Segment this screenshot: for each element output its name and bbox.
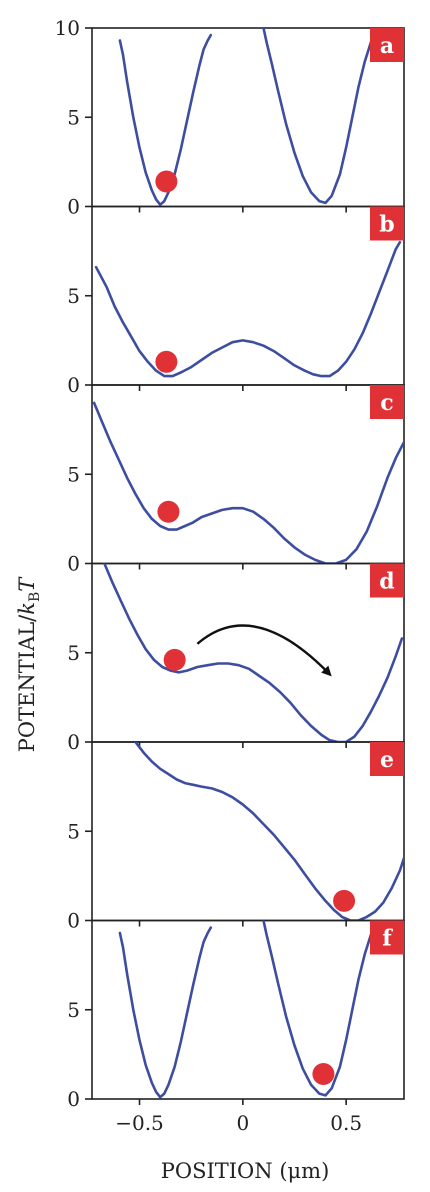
panel-c: 5 0 c — [67, 384, 405, 576]
panel-label-badge — [370, 385, 404, 419]
x-tick-label: 0.5 — [330, 1111, 362, 1135]
panel-frame — [91, 27, 405, 208]
panel-label-badge — [370, 206, 404, 241]
y-tick-label: 5 — [67, 462, 80, 486]
panel-label-badge — [370, 28, 404, 62]
potential-curve — [262, 920, 378, 1097]
y-tick-label: 5 — [67, 284, 80, 308]
panel-label-badge — [370, 563, 404, 598]
particle-dot — [155, 170, 178, 193]
y-tick-label: 0 — [67, 730, 80, 754]
potential-curve — [262, 28, 378, 205]
particle-dot — [333, 889, 356, 912]
panel-label: b — [379, 212, 394, 238]
y-tick-label: 0 — [67, 909, 80, 933]
y-tick-label: 5 — [67, 819, 80, 843]
panel-label: e — [380, 747, 394, 773]
panel-frame — [91, 919, 405, 1100]
panel-label-badge — [370, 920, 404, 955]
y-tick-label: 10 — [55, 16, 80, 40]
panel-f: 5 0 f — [67, 919, 405, 1111]
y-tick-label: 0 — [67, 552, 80, 576]
potential-curve — [118, 926, 213, 1099]
panel-label: a — [380, 33, 394, 59]
x-axis-title: POSITION (μm) — [161, 1159, 330, 1183]
y-tick-label: 5 — [67, 105, 80, 129]
panel-label-badge — [370, 742, 404, 776]
x-tick-label: 0 — [236, 1111, 249, 1135]
particle-dot — [157, 500, 180, 523]
potential-curve — [134, 742, 404, 921]
panel-frame — [91, 205, 405, 386]
panel-frame — [91, 384, 405, 565]
panel-a: 10 5 0 a — [55, 16, 405, 219]
potential-curve — [94, 240, 402, 378]
panel-label: c — [380, 390, 393, 416]
y-tick-label: 0 — [67, 1087, 80, 1111]
panel-label: f — [382, 926, 393, 952]
potential-curve — [118, 33, 213, 206]
panel-b: 5 0 b — [67, 205, 405, 397]
y-tick-label: 5 — [67, 998, 80, 1022]
particle-dot — [312, 1063, 335, 1086]
potential-curve — [92, 401, 404, 564]
y-tick-label: 0 — [67, 195, 80, 219]
panel-frame — [91, 741, 405, 922]
panel-frame — [91, 562, 405, 743]
y-axis-title: POTENTIAL/kBT — [15, 576, 43, 753]
y-tick-label: 0 — [67, 373, 80, 397]
potential-curve — [103, 563, 404, 742]
y-tick-label: 5 — [67, 641, 80, 665]
particle-dot — [163, 648, 186, 671]
x-tick-label: −0.5 — [115, 1111, 164, 1135]
particle-dot — [155, 350, 178, 373]
transition-arrow — [196, 624, 332, 677]
panel-e: 5 0 e — [67, 741, 405, 933]
panel-label: d — [379, 569, 394, 595]
panel-d: 5 0 d — [67, 562, 405, 754]
